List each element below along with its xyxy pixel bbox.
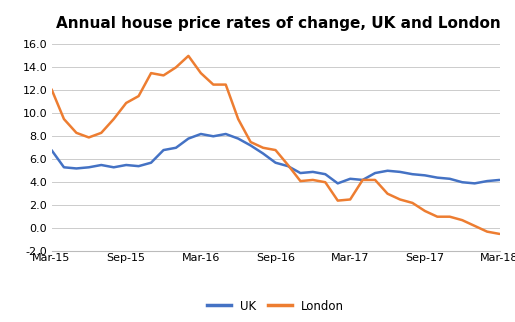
- London: [173, 65, 179, 69]
- London: [148, 71, 154, 75]
- UK: [285, 164, 291, 168]
- UK: [434, 176, 440, 180]
- UK: [397, 170, 403, 174]
- London: [73, 131, 79, 135]
- London: [272, 148, 279, 152]
- London: [297, 179, 303, 183]
- London: [310, 178, 316, 182]
- London: [198, 71, 204, 75]
- London: [135, 94, 142, 98]
- London: [384, 192, 390, 196]
- UK: [210, 134, 216, 138]
- UK: [322, 172, 329, 176]
- London: [322, 180, 329, 184]
- London: [359, 178, 366, 182]
- London: [472, 224, 478, 228]
- UK: [335, 182, 341, 185]
- UK: [248, 144, 254, 147]
- London: [248, 140, 254, 144]
- London: [434, 215, 440, 219]
- London: [285, 163, 291, 167]
- London: [496, 232, 503, 236]
- London: [347, 197, 353, 201]
- UK: [347, 177, 353, 181]
- London: [98, 131, 105, 135]
- UK: [135, 164, 142, 168]
- London: [397, 197, 403, 201]
- UK: [260, 152, 266, 156]
- UK: [61, 166, 67, 169]
- London: [123, 101, 129, 105]
- UK: [372, 171, 378, 175]
- UK: [272, 161, 279, 165]
- UK: [484, 179, 490, 183]
- London: [409, 201, 416, 205]
- London: [260, 146, 266, 150]
- UK: [459, 180, 466, 184]
- London: [335, 199, 341, 203]
- London: [160, 73, 166, 77]
- UK: [472, 182, 478, 185]
- London: [222, 83, 229, 87]
- UK: [111, 166, 117, 169]
- UK: [85, 166, 92, 169]
- UK: [98, 163, 105, 167]
- London: [111, 117, 117, 121]
- London: [210, 83, 216, 87]
- London: [185, 54, 192, 58]
- Line: UK: UK: [52, 134, 500, 184]
- UK: [48, 148, 55, 152]
- UK: [185, 137, 192, 140]
- London: [447, 215, 453, 219]
- UK: [447, 177, 453, 181]
- UK: [496, 178, 503, 182]
- UK: [148, 161, 154, 165]
- London: [422, 209, 428, 213]
- UK: [198, 132, 204, 136]
- UK: [222, 132, 229, 136]
- UK: [123, 163, 129, 167]
- UK: [409, 172, 416, 176]
- Text: Annual house price rates of change, UK and London: Annual house price rates of change, UK a…: [56, 15, 501, 31]
- London: [372, 178, 378, 182]
- UK: [359, 178, 366, 182]
- London: [61, 117, 67, 121]
- Legend: UK, London: UK, London: [202, 295, 349, 317]
- UK: [422, 174, 428, 177]
- UK: [384, 169, 390, 173]
- London: [235, 117, 241, 121]
- UK: [310, 170, 316, 174]
- London: [459, 218, 466, 222]
- London: [48, 87, 55, 91]
- UK: [297, 171, 303, 175]
- UK: [160, 148, 166, 152]
- Line: London: London: [52, 56, 500, 234]
- UK: [173, 146, 179, 150]
- London: [85, 136, 92, 139]
- UK: [235, 137, 241, 140]
- London: [484, 230, 490, 233]
- UK: [73, 166, 79, 170]
